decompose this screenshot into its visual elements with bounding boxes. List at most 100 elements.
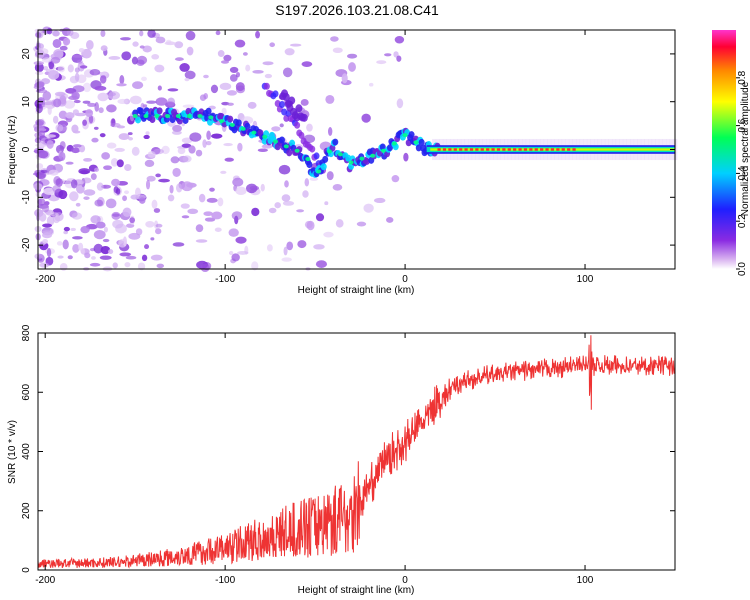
spectrogram-branch-blob bbox=[272, 90, 279, 98]
spectrogram-noise-blob bbox=[341, 73, 348, 84]
spectrogram-noise-blob bbox=[315, 260, 328, 268]
spectrogram-noise-blob bbox=[234, 39, 246, 48]
spectrogram-carrier-peak bbox=[513, 148, 517, 151]
spectrogram-ridge-peak bbox=[294, 148, 300, 153]
spectrogram-carrier-peak bbox=[442, 148, 447, 151]
spectrogram-noise-blob bbox=[172, 242, 185, 247]
spectrogram-noise-blob bbox=[297, 240, 307, 249]
spectrogram-noise-blob bbox=[49, 228, 55, 235]
snr-x-tick-label: -200 bbox=[35, 575, 55, 586]
spectrogram-noise-blob bbox=[52, 115, 59, 124]
spectrogram-ridge-blob bbox=[279, 136, 286, 144]
spectrogram-x-ticks: -200 -100 0 100 bbox=[35, 30, 594, 285]
spectrogram-noise-blob bbox=[48, 60, 55, 70]
spectrogram-ridge-peak bbox=[327, 149, 333, 154]
spectrogram-noise-blob bbox=[67, 255, 73, 260]
spectrogram-noise-blob bbox=[142, 45, 152, 53]
spectrogram-noise-blob bbox=[129, 95, 142, 105]
spectrogram-noise-blob bbox=[111, 178, 121, 187]
spectrogram-noise-blob bbox=[211, 211, 223, 220]
spectrogram-noise-blob bbox=[66, 29, 74, 36]
spectrogram-noise-blob bbox=[94, 167, 99, 172]
spectrogram-noise-blob bbox=[226, 90, 237, 96]
spectrogram-noise-blob bbox=[108, 249, 114, 255]
spectrogram-noise-blob bbox=[72, 130, 81, 134]
spectrogram-carrier-peak bbox=[550, 148, 555, 151]
spectrogram-noise-blob bbox=[393, 51, 399, 58]
spectrogram-noise-blob bbox=[85, 39, 94, 50]
spectrogram-ridge-blob bbox=[408, 131, 415, 139]
spectrogram-noise-blob bbox=[34, 253, 43, 260]
spectrogram-noise-blob bbox=[72, 144, 82, 148]
spectrogram-noise-blob bbox=[200, 263, 210, 272]
spectrogram-noise-blob bbox=[124, 164, 132, 172]
spectrogram-noise-blob bbox=[52, 38, 62, 48]
snr-y-tick-label: 400 bbox=[21, 443, 32, 460]
spectrogram-noise-blob bbox=[228, 228, 239, 237]
spectrogram-noise-blob bbox=[97, 92, 109, 102]
spectrogram-noise-blob bbox=[65, 161, 74, 165]
spectrogram-noise-blob bbox=[136, 55, 148, 65]
spectrogram-ridge-peak bbox=[240, 126, 246, 131]
spectrogram-noise-blob bbox=[335, 219, 344, 228]
spectrogram-carrier-peak bbox=[453, 148, 457, 151]
spectrogram-noise-blob bbox=[195, 224, 204, 233]
spectrogram-noise-blob bbox=[88, 114, 94, 124]
spectrogram-noise-blob bbox=[154, 64, 165, 73]
spectrogram-ridge-peak bbox=[402, 133, 408, 138]
spectrogram-noise-blob bbox=[228, 250, 234, 256]
spectrogram-branch-blob bbox=[288, 96, 296, 105]
spectrogram-noise-blob bbox=[46, 215, 55, 226]
spectrogram-noise-blob bbox=[313, 244, 325, 250]
spectrogram-noise-blob bbox=[120, 37, 132, 41]
spectrogram-noise-blob bbox=[42, 232, 53, 239]
spectrogram-ridge-blob bbox=[332, 138, 339, 146]
spectrogram-noise-blob bbox=[209, 187, 215, 192]
spectrogram-noise-blob bbox=[203, 74, 209, 79]
spectrogram-noise-blob bbox=[100, 45, 108, 52]
spectrogram-noise-blob bbox=[170, 156, 180, 164]
spectrogram-noise-blob bbox=[48, 169, 59, 176]
spectrogram-noise-blob bbox=[167, 88, 179, 92]
spectrogram-ridge-peak bbox=[305, 157, 311, 162]
spectrogram-ridge-blob bbox=[227, 115, 234, 123]
spectrogram-noise-blob bbox=[46, 248, 52, 258]
spectrogram-ridge-blob bbox=[135, 116, 142, 124]
spectrogram-ridge-blob bbox=[156, 107, 163, 115]
spectrogram-noise-blob bbox=[93, 126, 99, 130]
spectrogram-noise-blob bbox=[373, 197, 386, 204]
spectrogram-noise-blob bbox=[325, 94, 335, 104]
spectrogram-branch-blob bbox=[282, 93, 290, 102]
spectrogram-noise-blob bbox=[131, 146, 140, 156]
spectrogram-noise-blob bbox=[326, 171, 334, 181]
spectrogram-noise-blob bbox=[155, 228, 162, 235]
spectrogram-noise-blob bbox=[75, 202, 81, 207]
spectrogram-noise-blob bbox=[296, 209, 305, 213]
spectrogram-carrier-peak bbox=[496, 148, 501, 151]
spectrogram-noise-blob bbox=[306, 123, 313, 132]
spectrogram-noise-blob bbox=[118, 238, 127, 248]
spectrogram-carrier-peak bbox=[469, 148, 474, 151]
spectrogram-noise-blob bbox=[52, 185, 61, 193]
spectrogram-noise-blob bbox=[391, 175, 400, 183]
spectrogram-noise-blob bbox=[87, 102, 97, 107]
spectrogram-carrier-peak bbox=[480, 148, 484, 151]
spectrogram-noise-blob bbox=[255, 30, 261, 39]
spectrogram-noise-blob bbox=[172, 124, 183, 133]
spectrogram-noise-blob bbox=[57, 255, 64, 259]
spectrogram-noise-blob bbox=[105, 198, 117, 209]
spectrogram-y-tick-label: 20 bbox=[21, 48, 32, 60]
spectrogram-noise-blob bbox=[96, 182, 104, 191]
spectrogram-noise-blob bbox=[147, 151, 156, 158]
spectrogram-noise-blob bbox=[185, 30, 196, 41]
colorbar-label: Normalized spectral amplitude bbox=[740, 81, 750, 216]
spectrogram-noise-blob bbox=[43, 187, 55, 195]
spectrogram-noise-blob bbox=[221, 107, 227, 116]
colorbar: 0.0 0.2 0.4 0.6 0.8 Normalized spectral ampl… bbox=[712, 30, 750, 276]
colorbar-tick-label: 0.8 bbox=[737, 70, 748, 84]
spectrogram-ridge-blob bbox=[182, 116, 189, 124]
spectrogram-y-tick-label: 10 bbox=[21, 96, 32, 108]
spectrogram-noise-blob bbox=[50, 56, 61, 64]
spectrogram-noise-blob bbox=[42, 91, 52, 101]
